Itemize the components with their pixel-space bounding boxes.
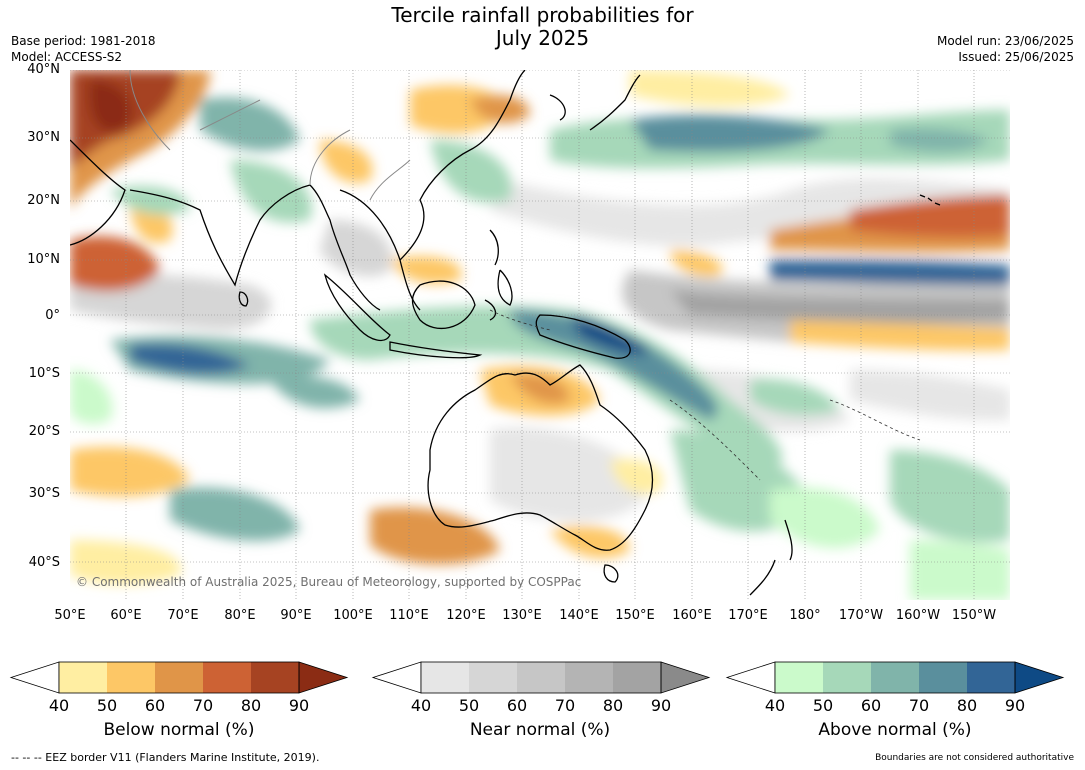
colorbar-extend-low — [725, 661, 776, 694]
base-period: Base period: 1981-2018 — [11, 34, 156, 48]
colorbar-segment — [469, 662, 517, 693]
lon-label: 110°E — [389, 608, 429, 623]
lon-label: 150°E — [615, 608, 655, 623]
coastlines — [70, 70, 941, 596]
lon-label: 150°W — [951, 608, 997, 623]
colorbar-tick-label: 80 — [957, 696, 977, 715]
lat-label-40s: 40°S — [28, 555, 60, 570]
lon-label: 170°W — [838, 608, 884, 623]
colorbars: 40 50 60 70 80 90 40 50 60 70 80 90 40 50 60 70 80 90 — [9, 661, 1065, 715]
gridlines — [70, 70, 1010, 600]
colorbar-below-normal: 40 50 60 70 80 90 — [9, 661, 349, 715]
colorbar-tick-label: 40 — [765, 696, 785, 715]
colorbar-outline — [58, 661, 300, 694]
colorbar-extend-high — [298, 661, 349, 694]
colorbar-extend-low — [9, 661, 60, 694]
colorbar-segment — [871, 662, 919, 693]
lon-label: 90°E — [280, 608, 312, 623]
colorbar-tick-label: 70 — [193, 696, 213, 715]
colorbar-tick-label: 80 — [241, 696, 261, 715]
lon-label: 130°E — [502, 608, 542, 623]
eez-borders — [489, 309, 921, 481]
lon-label: 160°E — [672, 608, 712, 623]
colorbar-tick-label: 60 — [507, 696, 527, 715]
model-name: Model: ACCESS-S2 — [11, 50, 123, 64]
lon-label: 140°E — [559, 608, 599, 623]
lon-label: 170°E — [728, 608, 768, 623]
colorbar-segment — [203, 662, 251, 693]
colorbar-tick-label: 70 — [909, 696, 929, 715]
copyright-notice: © Commonwealth of Australia 2025, Bureau… — [76, 575, 581, 589]
colorbar-segment — [919, 662, 967, 693]
colorbar-near-normal: 40 50 60 70 80 90 — [371, 661, 711, 715]
colorbar-above-normal: 40 50 60 70 80 90 — [725, 661, 1065, 715]
lat-label-30s: 30°S — [28, 486, 60, 501]
lat-label-40n: 40°N — [27, 62, 60, 77]
colorbar-label-near: Near normal (%) — [469, 720, 611, 740]
title-line-1: Tercile rainfall probabilities for — [391, 3, 694, 27]
colorbar-segment — [967, 662, 1015, 693]
colorbar-tick-label: 50 — [459, 696, 479, 715]
colorbar-label-below: Below normal (%) — [103, 720, 255, 740]
colorbar-label-above: Above normal (%) — [818, 720, 972, 740]
colorbar-tick-label: 40 — [411, 696, 431, 715]
issued-date: Issued: 25/06/2025 — [958, 50, 1074, 64]
lat-label-0: 0° — [45, 308, 60, 323]
lon-label: 80°E — [224, 608, 256, 623]
colorbar-segment — [421, 662, 469, 693]
lat-label-10n: 10°N — [27, 252, 60, 267]
lon-label: 50°E — [54, 608, 86, 623]
colorbar-segment — [251, 662, 299, 693]
lon-label: 70°E — [167, 608, 199, 623]
colorbar-outline — [774, 661, 1016, 694]
colorbar-segment — [59, 662, 107, 693]
lat-label-30n: 30°N — [27, 130, 60, 145]
colorbar-tick-label: 60 — [861, 696, 881, 715]
colorbar-tick-label: 50 — [97, 696, 117, 715]
colorbar-tick-label: 90 — [1005, 696, 1025, 715]
boundary-note: Boundaries are not considered authoritat… — [875, 753, 1074, 763]
map-title: Tercile rainfall probabilities for July … — [0, 4, 1085, 50]
eez-note: -- -- -- EEZ border V11 (Flanders Marine… — [11, 751, 320, 764]
colorbar-segment — [775, 662, 823, 693]
title-line-2: July 2025 — [495, 26, 590, 50]
lat-label-10s: 10°S — [28, 366, 60, 381]
colorbar-extend-high — [1014, 661, 1065, 694]
meta-left: Base period: 1981-2018 Model: ACCESS-S2 — [11, 33, 156, 65]
lon-label: 60°E — [110, 608, 142, 623]
colorbar-segment — [155, 662, 203, 693]
meta-right: Model run: 23/06/2025 Issued: 25/06/2025 — [937, 33, 1074, 65]
lon-label: 120°E — [446, 608, 486, 623]
colorbar-tick-label: 90 — [289, 696, 309, 715]
probability-map: © Commonwealth of Australia 2025, Bureau… — [70, 70, 1010, 600]
colorbar-tick-label: 40 — [49, 696, 69, 715]
colorbar-segment — [107, 662, 155, 693]
lon-label: 160°W — [895, 608, 941, 623]
colorbar-segment — [565, 662, 613, 693]
lon-label: 180° — [789, 608, 821, 623]
colorbar-segment — [823, 662, 871, 693]
colorbar-extend-low — [371, 661, 422, 694]
colorbar-tick-label: 80 — [603, 696, 623, 715]
colorbar-tick-label: 90 — [651, 696, 671, 715]
model-run: Model run: 23/06/2025 — [936, 34, 1074, 48]
colorbar-outline — [420, 661, 662, 694]
colorbar-tick-label: 70 — [555, 696, 575, 715]
lon-label: 100°E — [333, 608, 373, 623]
colorbar-extend-high — [660, 661, 711, 694]
probability-fields — [70, 70, 1010, 600]
colorbar-tick-label: 60 — [145, 696, 165, 715]
map-canvas: © Commonwealth of Australia 2025, Bureau… — [70, 70, 1010, 600]
country-borders — [129, 70, 411, 201]
colorbar-segment — [613, 662, 661, 693]
colorbar-tick-label: 50 — [813, 696, 833, 715]
lat-label-20n: 20°N — [27, 193, 60, 208]
lat-label-20s: 20°S — [28, 424, 60, 439]
colorbar-segment — [517, 662, 565, 693]
